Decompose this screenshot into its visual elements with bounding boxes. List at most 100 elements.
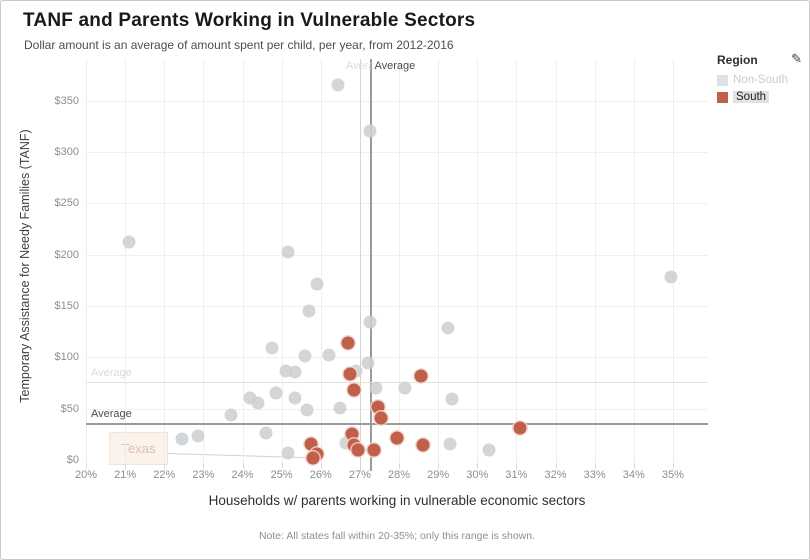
legend-item-non-south[interactable]: Non-South bbox=[717, 74, 806, 86]
x-tick-label: 32% bbox=[544, 469, 567, 481]
data-point-nonsouth[interactable] bbox=[322, 348, 336, 362]
data-point-nonsouth[interactable] bbox=[443, 437, 457, 451]
y-gridline bbox=[86, 254, 708, 256]
legend: Region ✎ Non-South South bbox=[711, 51, 806, 103]
data-point-nonsouth[interactable] bbox=[445, 392, 459, 406]
data-point-nonsouth[interactable] bbox=[363, 124, 377, 138]
data-point-nonsouth[interactable] bbox=[398, 381, 412, 395]
x-gridline bbox=[203, 59, 205, 471]
average-line-horizontal bbox=[86, 422, 708, 425]
data-point-nonsouth[interactable] bbox=[298, 349, 312, 363]
y-tick-label: $0 bbox=[66, 454, 79, 466]
data-point-nonsouth[interactable] bbox=[369, 381, 383, 395]
non-south-swatch bbox=[717, 74, 728, 86]
y-gridline bbox=[86, 203, 708, 205]
x-tickmark bbox=[125, 463, 127, 468]
x-gridline bbox=[438, 59, 440, 471]
x-tickmark bbox=[242, 463, 244, 468]
x-tick-label: 27% bbox=[348, 469, 371, 481]
faint-average-line-vertical bbox=[359, 59, 361, 471]
data-point-nonsouth[interactable] bbox=[302, 304, 316, 318]
x-gridline bbox=[477, 59, 479, 471]
data-point-nonsouth[interactable] bbox=[664, 270, 678, 284]
data-point-nonsouth[interactable] bbox=[259, 426, 273, 440]
x-tickmark bbox=[594, 463, 596, 468]
data-point-nonsouth[interactable] bbox=[441, 321, 455, 335]
x-tick-label: 24% bbox=[231, 469, 254, 481]
data-point-nonsouth[interactable] bbox=[251, 396, 265, 409]
x-gridline bbox=[633, 59, 635, 471]
x-gridline bbox=[555, 59, 557, 471]
x-gridline bbox=[672, 59, 674, 471]
data-point-south[interactable] bbox=[341, 336, 355, 350]
x-tick-label: 35% bbox=[661, 469, 684, 481]
data-point-nonsouth[interactable] bbox=[300, 403, 314, 417]
legend-item-south[interactable]: South bbox=[717, 91, 806, 103]
data-point-nonsouth[interactable] bbox=[265, 341, 279, 355]
pen-icon[interactable]: ✎ bbox=[791, 51, 802, 66]
x-tickmark bbox=[281, 463, 283, 468]
data-point-nonsouth[interactable] bbox=[122, 235, 136, 249]
data-point-nonsouth[interactable] bbox=[361, 356, 375, 370]
x-tick-label: 31% bbox=[505, 469, 528, 481]
data-point-south[interactable] bbox=[343, 367, 357, 381]
data-point-south[interactable] bbox=[390, 431, 404, 445]
data-point-nonsouth[interactable] bbox=[281, 245, 295, 259]
x-tickmark bbox=[399, 463, 401, 468]
x-gridline bbox=[281, 59, 283, 471]
data-point-south[interactable] bbox=[347, 383, 361, 397]
data-point-nonsouth[interactable] bbox=[224, 408, 238, 422]
x-tickmark bbox=[203, 463, 205, 468]
data-point-nonsouth[interactable] bbox=[175, 432, 189, 446]
x-tickmark bbox=[555, 463, 557, 468]
data-point-south[interactable] bbox=[513, 421, 527, 435]
y-tick-label: $100 bbox=[54, 351, 79, 364]
data-point-south[interactable] bbox=[416, 438, 430, 452]
data-point-south[interactable] bbox=[345, 427, 359, 441]
x-tickmark bbox=[516, 463, 518, 468]
data-point-south[interactable] bbox=[304, 437, 318, 451]
data-point-south[interactable] bbox=[306, 451, 320, 465]
data-point-nonsouth[interactable] bbox=[269, 386, 283, 400]
x-gridline bbox=[399, 59, 401, 471]
data-point-nonsouth[interactable] bbox=[281, 446, 295, 460]
x-tick-label: 20% bbox=[74, 469, 98, 481]
data-point-nonsouth[interactable] bbox=[482, 443, 496, 457]
data-point-south[interactable] bbox=[371, 400, 385, 414]
y-axis-title: Temporary Assistance for Needy Families … bbox=[18, 129, 32, 403]
data-point-nonsouth[interactable] bbox=[331, 78, 345, 92]
data-point-nonsouth[interactable] bbox=[363, 315, 377, 329]
y-tick-label: $50 bbox=[60, 402, 79, 415]
x-tick-label: 23% bbox=[192, 469, 215, 481]
data-point-nonsouth[interactable] bbox=[288, 365, 302, 379]
faint-average-label-vertical: Average bbox=[345, 60, 371, 72]
y-tick-label: $350 bbox=[54, 94, 79, 107]
legend-item-label: Non-South bbox=[733, 74, 788, 86]
x-tick-label: 34% bbox=[622, 469, 645, 481]
data-point-south[interactable] bbox=[351, 443, 365, 457]
x-tickmark bbox=[672, 463, 674, 468]
south-swatch bbox=[717, 91, 728, 103]
x-gridline bbox=[86, 59, 87, 471]
faint-average-line-horizontal bbox=[86, 381, 708, 383]
average-line-vertical bbox=[370, 59, 373, 471]
x-tick-label: 25% bbox=[270, 469, 293, 481]
x-tick-label: 33% bbox=[583, 469, 606, 481]
data-point-nonsouth[interactable] bbox=[288, 391, 302, 405]
x-axis-title: Households w/ parents working in vulnera… bbox=[208, 493, 586, 508]
legend-title: Region bbox=[717, 53, 758, 67]
y-gridline bbox=[86, 100, 708, 102]
data-point-nonsouth[interactable] bbox=[310, 277, 324, 291]
data-point-nonsouth[interactable] bbox=[279, 364, 293, 378]
y-gridline bbox=[86, 305, 708, 307]
data-point-south[interactable] bbox=[414, 369, 428, 383]
data-point-nonsouth[interactable] bbox=[191, 429, 205, 443]
data-point-nonsouth[interactable] bbox=[333, 401, 347, 415]
y-tick-label: $200 bbox=[54, 248, 79, 261]
y-tick-label: $300 bbox=[54, 145, 79, 158]
data-point-south[interactable] bbox=[367, 443, 381, 457]
x-gridline bbox=[516, 59, 518, 471]
page-subtitle: Dollar amount is an average of amount sp… bbox=[24, 38, 454, 52]
data-point-south[interactable] bbox=[374, 411, 388, 425]
